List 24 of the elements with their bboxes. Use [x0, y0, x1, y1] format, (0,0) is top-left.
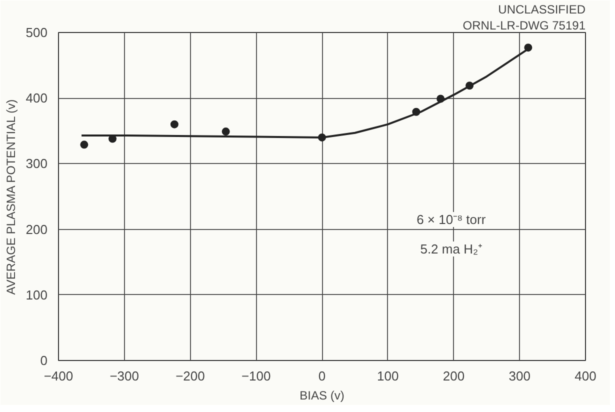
x-tick-label: −300: [110, 368, 140, 384]
x-tick-label: −400: [44, 368, 74, 384]
x-tick-label: 300: [508, 368, 530, 384]
x-axis-title: BIAS (v): [300, 388, 344, 402]
y-tick-label: 200: [26, 222, 48, 237]
x-tick-label: −100: [241, 368, 271, 384]
x-tick-label: 400: [574, 368, 596, 384]
point: [222, 128, 230, 136]
annotation: 6 × 10⁻⁸ torr: [416, 212, 486, 227]
y-tick-label: 400: [26, 90, 48, 106]
annotation: 5.2 ma H₂⁺: [420, 241, 482, 256]
point: [80, 140, 88, 149]
text: UNCLASSIFIED: [498, 2, 586, 16]
x-tick-label: 100: [377, 368, 399, 384]
x-tick-label: 0: [318, 368, 326, 384]
y-axis-title: AVERAGE PLASMA POTENTIAL (v): [4, 99, 18, 295]
point: [170, 120, 178, 128]
y-tick-label: 100: [26, 287, 48, 302]
y-tick-label: 500: [26, 25, 48, 40]
text: ORNL-LR-DWG 75191: [462, 18, 586, 32]
y-tick-label: 300: [26, 156, 48, 172]
y-tick-label: 0: [40, 353, 48, 368]
x-tick-label: −200: [176, 368, 205, 384]
x-tick-label: 200: [442, 368, 465, 384]
